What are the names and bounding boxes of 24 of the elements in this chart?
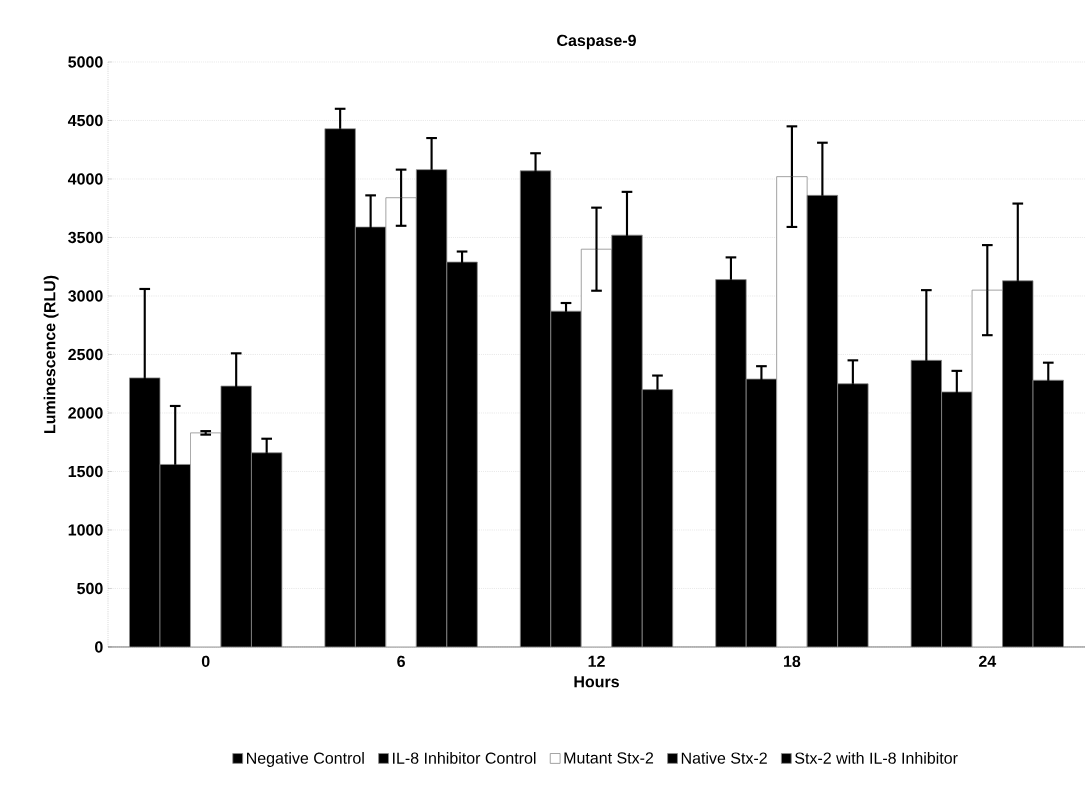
y-tick-label: 0 — [95, 641, 103, 653]
x-tick-label: 12 — [588, 655, 605, 667]
y-tick-label: 3500 — [68, 231, 103, 244]
legend-label: IL-8 Inhibitor Control — [393, 752, 536, 764]
y-tick-label: 5000 — [68, 56, 103, 68]
y-tick-label: 3000 — [68, 290, 103, 302]
x-tick-label: 6 — [397, 655, 405, 668]
y-tick-label: 2500 — [68, 348, 103, 361]
x-tick-label: 18 — [784, 655, 801, 668]
legend-label: Negative Control — [247, 752, 364, 767]
legend-label: Mutant Stx-2 — [564, 752, 654, 764]
x-axis-title: Hours — [574, 676, 619, 688]
x-tick-label: 0 — [201, 655, 210, 668]
y-tick-label: 1500 — [68, 465, 103, 478]
y-tick-label: 4000 — [67, 173, 103, 185]
y-tick-label: 500 — [77, 582, 103, 595]
y-axis-title: Luminescence (RLU) — [43, 275, 59, 433]
x-tick-label: 24 — [978, 655, 997, 667]
y-tick-label: 1000 — [68, 524, 103, 536]
y-tick-label: 2000 — [68, 407, 103, 419]
chart-title: Caspase-9 — [557, 34, 636, 50]
legend-label: Native Stx-2 — [681, 752, 767, 764]
y-tick-label: 4500 — [67, 114, 103, 127]
legend-label: Stx-2 with IL-8 Inhibitor — [795, 752, 958, 764]
